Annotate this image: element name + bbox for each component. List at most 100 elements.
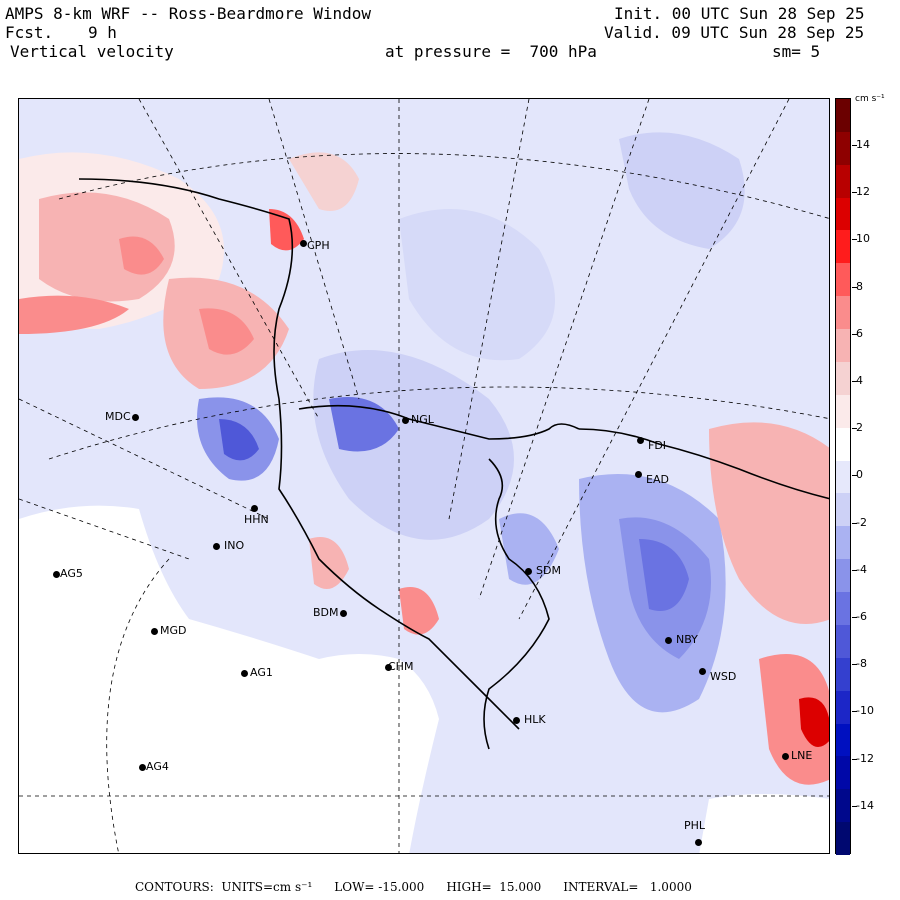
- colorbar-label: 0: [856, 468, 863, 482]
- colorbar-segment: [836, 822, 850, 856]
- station-marker[interactable]: [525, 568, 532, 575]
- station-marker[interactable]: [402, 417, 409, 424]
- station-label: BDM: [313, 606, 339, 619]
- station-label: LNE: [791, 749, 813, 762]
- colorbar-segment: [836, 460, 850, 494]
- station-label: INO: [224, 539, 245, 552]
- colorbar-label: 2: [856, 421, 863, 435]
- colorbar-segment: [836, 624, 850, 659]
- colorbar-segment: [836, 723, 850, 757]
- footer-contours: CONTOURS: UNITS=cm s⁻¹: [135, 880, 313, 894]
- station-label: MDC: [105, 410, 131, 423]
- colorbar-tick: [852, 805, 857, 807]
- station-marker[interactable]: [132, 414, 139, 421]
- colorbar-tick: [852, 617, 857, 618]
- colorbar-segment: [836, 99, 850, 133]
- colorbar-tick: [852, 239, 857, 241]
- station-marker[interactable]: [385, 664, 392, 671]
- colorbar-segment: [836, 394, 850, 429]
- colorbar-tick: [852, 758, 857, 760]
- colorbar-tick: [852, 428, 857, 430]
- colorbar-label: -8: [856, 657, 867, 671]
- colorbar-segment: [836, 559, 850, 593]
- contour-footer: CONTOURS: UNITS=cm s⁻¹ LOW= -15.000 HIGH= …: [135, 880, 714, 894]
- station-label: AG1: [250, 666, 273, 679]
- model-title: AMPS 8-km WRF -- Ross-Beardmore Window: [5, 4, 372, 23]
- colorbar-tick: [852, 333, 857, 335]
- colorbar-segment: [836, 427, 850, 462]
- colorbar-segment: [836, 526, 850, 560]
- colorbar-label: -10: [856, 704, 874, 718]
- blue-field: [197, 132, 745, 713]
- colorbar-tick: [852, 475, 857, 477]
- pressure-level: at pressure = 700 hPa: [385, 42, 597, 61]
- coastline: [78, 178, 829, 750]
- colorbar-segment: [836, 690, 850, 724]
- colorbar-segment: [836, 493, 850, 527]
- station-marker[interactable]: [635, 471, 642, 478]
- station-marker[interactable]: [782, 753, 789, 760]
- colorbar-label: 8: [856, 279, 863, 293]
- station-label: FDI: [648, 439, 667, 452]
- station-label: NBY: [676, 633, 698, 646]
- forecast-hours: 9 h: [88, 23, 117, 42]
- graticule: [19, 99, 829, 853]
- station-marker[interactable]: [665, 637, 672, 644]
- colorbar-segment: [836, 789, 850, 823]
- colorbar-tick: [852, 192, 857, 194]
- colorbar-tick: [852, 711, 857, 713]
- colorbar-label: 12: [856, 185, 870, 199]
- station-marker[interactable]: [513, 717, 520, 724]
- colorbar-label: 6: [856, 326, 863, 340]
- colorbar-tick: [852, 381, 857, 382]
- init-time: Init. 00 UTC Sun 28 Sep 25: [614, 4, 865, 23]
- station-label: CPH: [307, 239, 330, 252]
- station-marker[interactable]: [151, 628, 158, 635]
- station-label: PHL: [684, 819, 706, 832]
- colorbar-segment: [836, 657, 850, 692]
- valid-time: Valid. 09 UTC Sun 28 Sep 25: [604, 23, 865, 42]
- station-marker[interactable]: [241, 670, 248, 677]
- footer-low: LOW= -15.000: [334, 880, 425, 894]
- colorbar-tick: [852, 522, 857, 524]
- colorbar-segment: [836, 329, 850, 363]
- station-label: AG4: [146, 760, 169, 773]
- colorbar-tick: [852, 664, 857, 666]
- colorbar-label: -12: [856, 751, 874, 765]
- colorbar-segment: [836, 296, 850, 330]
- colorbar-segment: [836, 756, 850, 790]
- colorbar-label: -4: [856, 562, 867, 576]
- station-label: CHM: [388, 660, 414, 673]
- station-marker[interactable]: [637, 437, 644, 444]
- station-marker[interactable]: [300, 240, 307, 247]
- map-panel[interactable]: [18, 98, 830, 854]
- colorbar-label: 14: [856, 138, 870, 151]
- footer-interval: INTERVAL= 1.0000: [563, 880, 692, 894]
- station-marker[interactable]: [53, 571, 60, 578]
- station-marker[interactable]: [213, 543, 220, 550]
- colorbar-segment: [836, 592, 850, 626]
- station-label: SDM: [536, 564, 561, 577]
- station-marker[interactable]: [699, 668, 706, 675]
- station-marker[interactable]: [251, 505, 258, 512]
- station-marker[interactable]: [695, 839, 702, 846]
- forecast-label: Fcst.: [5, 23, 54, 42]
- field-name: Vertical velocity: [10, 42, 174, 61]
- colorbar-label: -2: [856, 515, 867, 529]
- map-canvas: [19, 99, 829, 853]
- colorbar-segment: [836, 361, 850, 396]
- colorbar-tick: [852, 569, 857, 571]
- colorbar: [835, 98, 851, 856]
- colorbar-label: 10: [856, 232, 870, 246]
- land-mask: [19, 505, 829, 853]
- colorbar-segment: [836, 164, 850, 199]
- colorbar-segment: [836, 263, 850, 297]
- station-marker[interactable]: [139, 764, 146, 771]
- smoothing: sm= 5: [772, 42, 821, 61]
- station-label: MGD: [160, 624, 187, 637]
- colorbar-label: -14: [856, 798, 874, 812]
- station-label: HLK: [524, 713, 546, 726]
- footer-high: HIGH= 15.000: [446, 880, 542, 894]
- station-marker[interactable]: [340, 610, 347, 617]
- red-field: [19, 152, 829, 785]
